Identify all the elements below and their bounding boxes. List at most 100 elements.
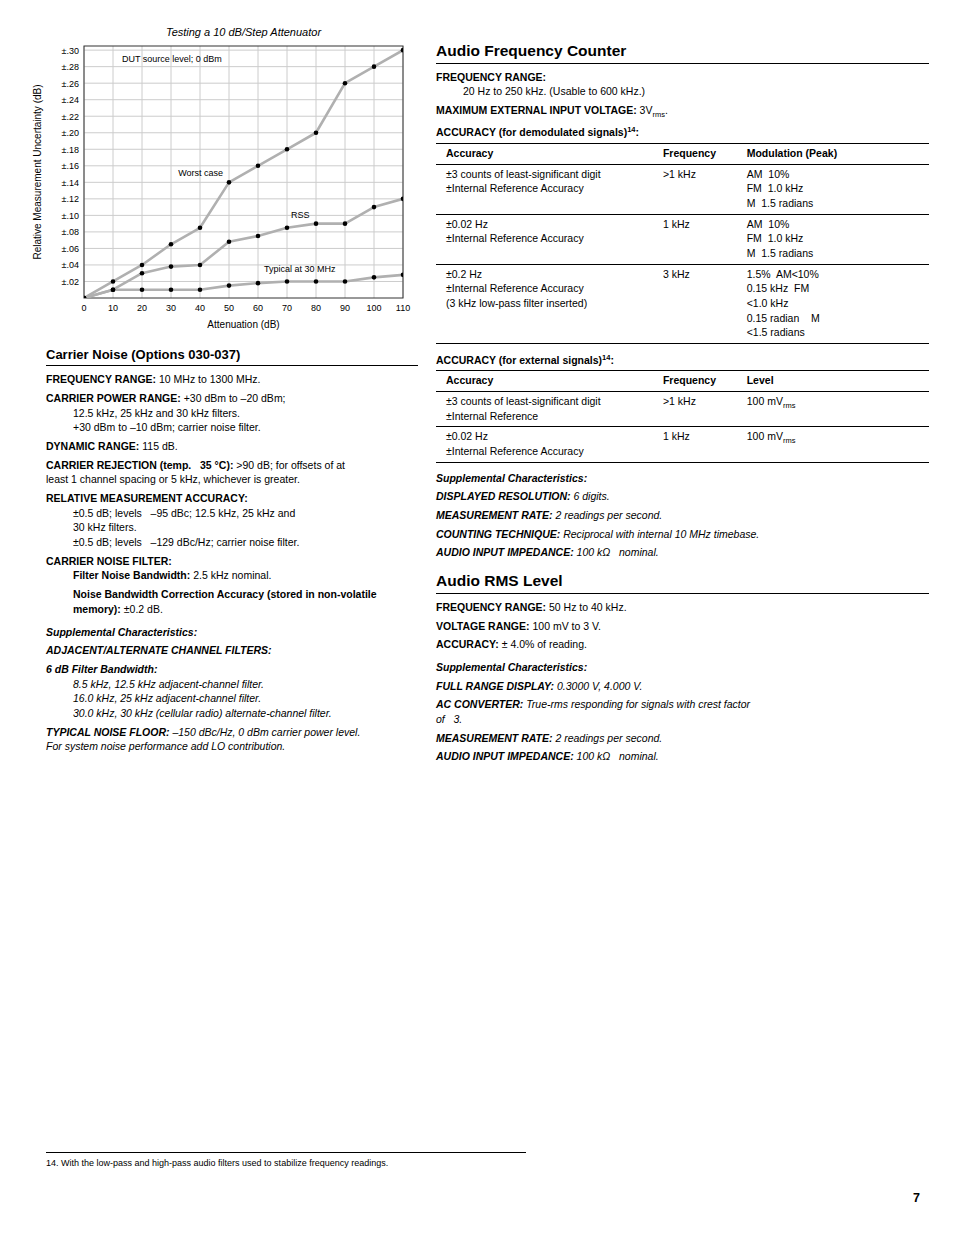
y-grid-line [84,66,403,67]
cell-text: 1 kHz [663,430,690,442]
cell-text: >1 kHz [663,395,696,407]
y-grid-line [84,99,403,100]
spec-item: MEASUREMENT RATE: 2 readings per second. [436,508,929,523]
x-tick-label: 30 [166,303,176,313]
label-text: Noise Bandwidth Correction Accuracy (sto… [73,588,377,600]
y-tick-label: ±.06 [62,244,79,254]
cell-text: M 1.5 radians [747,197,814,209]
spec-label: AC CONVERTER: [436,698,523,710]
spec-item: MAXIMUM EXTERNAL INPUT VOLTAGE: 3Vrms. [436,103,929,121]
spec-text: 115 dB. [142,440,177,452]
label-text: CARRIER POWER RANGE: [46,392,181,404]
spec-line: least 1 channel spacing or 5 kHz, whiche… [46,472,418,487]
spec-line: MAXIMUM EXTERNAL INPUT VOLTAGE: 3Vrms. [436,103,929,121]
grid [84,46,403,298]
table-cell-line: FM 1.0 kHz [747,231,923,246]
table-cell-line: ±Internal Reference Accuracy [446,181,647,196]
cell-text: ±Internal Reference [446,410,538,422]
table-row: ±0.2 Hz±Internal Reference Accuracy(3 kH… [436,264,929,343]
spec-label: ACCURACY (for demodulated signals)14: [436,126,639,138]
y-tick-label: ±.30 [62,46,79,56]
label-text: COUNTING TECHNIQUE: [436,528,560,540]
spec-line: 20 Hz to 250 kHz. (Usable to 600 kHz.) [463,84,929,99]
y-grid-line [84,149,403,150]
y-grid-line [84,264,403,265]
table-cell-line: ±0.02 Hz [446,429,647,444]
table-cell-line: 1 kHz [663,429,731,444]
series-point [84,296,86,298]
label-text: FREQUENCY RANGE: [436,71,546,83]
series-point [227,240,232,245]
spec-item: TYPICAL NOISE FLOOR: –150 dBc/Hz, 0 dBm … [46,725,418,754]
spec-line: ±0.5 dB; levels –129 dBc/Hz; carrier noi… [73,535,418,550]
spec-text: –150 dBc/Hz, 0 dBm carrier power level. [172,726,360,738]
label-text: DISPLAYED RESOLUTION: [436,490,571,502]
table-header-cell: Frequency [653,143,737,164]
series-point [111,287,116,292]
cell-text: (3 kHz low-pass filter inserted) [446,297,587,309]
spec-label: DYNAMIC RANGE: [46,440,139,452]
series-point [401,273,403,278]
spec-label: CARRIER REJECTION (temp. 35 °C): [46,459,233,471]
x-tick-label: 90 [340,303,350,313]
label-text: MAXIMUM EXTERNAL INPUT VOLTAGE: [436,104,637,116]
subscript: rms [652,110,665,119]
y-grid-line [84,182,403,183]
table-cell-line: 100 mVrms [747,394,923,412]
spec-line: 30 kHz filters. [73,520,418,535]
spec-item: COUNTING TECHNIQUE: Reciprocal with inte… [436,527,929,542]
x-grid-line [374,46,375,298]
spec-text: 10 MHz to 1300 MHz. [159,373,261,385]
spec-item: AC CONVERTER: True-rms responding for si… [436,697,929,726]
label-text: FREQUENCY RANGE: [46,373,156,385]
series-point [140,287,145,292]
x-tick-label: 20 [137,303,147,313]
series-point [198,225,203,230]
label-text: AUDIO INPUT IMPEDANCE: [436,546,574,558]
table-cell: ±0.02 Hz±Internal Reference Accuracy [436,427,653,462]
series-point [256,234,261,239]
spec-line: ACCURACY (for external signals)14: [436,352,929,367]
page: Testing a 10 dB/Step Attenuator±.02±.04±… [0,0,953,1235]
series-point [198,263,203,268]
label-text: RELATIVE MEASUREMENT ACCURACY: [46,492,248,504]
spec-line: FULL RANGE DISPLAY: 0.3000 V, 4.000 V. [436,679,929,694]
series-point [314,279,319,284]
spec-text: 8.5 kHz, 12.5 kHz adjacent-channel filte… [73,678,264,690]
spec-item: 6 dB Filter Bandwidth: 8.5 kHz, 12.5 kHz … [46,662,418,721]
supplemental-heading: Supplemental Characteristics: [46,625,418,640]
table-cell-line: ±Internal Reference [446,409,647,424]
supplemental-heading: Supplemental Characteristics: [436,660,929,675]
spec-text: ±0.2 dB. [124,603,163,615]
cell-text: ±3 counts of least-significant digit [446,395,601,407]
y-tick-label: ±.14 [62,178,79,188]
spec-label: 6 dB Filter Bandwidth: [46,663,157,675]
spec-text: 3V [640,104,653,116]
spec-label: Noise Bandwidth Correction Accuracy (sto… [73,588,377,615]
table-header-cell: Frequency [653,371,737,392]
series-point [169,264,174,269]
spec-item: Noise Bandwidth Correction Accuracy (sto… [73,587,418,616]
series-point [372,205,377,210]
spec-label: MAXIMUM EXTERNAL INPUT VOLTAGE: [436,104,637,116]
cell-text: FM 1.0 kHz [747,232,804,244]
spec-line: 30.0 kHz, 30 kHz (cellular radio) altern… [73,706,418,721]
spec-label: FREQUENCY RANGE: [436,71,546,83]
spec-item: ACCURACY (for external signals)14:Accura… [436,352,929,463]
series-point [285,225,290,230]
spec-text: For system noise performance add LO cont… [46,740,285,752]
cell-text: ±Internal Reference Accuracy [446,232,584,244]
label-text: TYPICAL NOISE FLOOR: [46,726,169,738]
spec-label: COUNTING TECHNIQUE: [436,528,560,540]
table-cell-line: AM 10% [747,167,923,182]
spec-text: 30 kHz filters. [73,521,137,533]
table-cell-line: 100 mVrms [747,429,923,447]
spec-text: 100 kΩ nominal. [577,750,659,762]
spec-line: AC CONVERTER: True-rms responding for si… [436,697,929,712]
x-grid-line [229,46,230,298]
x-tick-label: 70 [282,303,292,313]
table-cell-line: M 1.5 radians [747,196,923,211]
spec-item: FREQUENCY RANGE:20 Hz to 250 kHz. (Usabl… [436,70,929,99]
y-tick-label: ±.20 [62,128,79,138]
spec-item: MEASUREMENT RATE: 2 readings per second. [436,731,929,746]
